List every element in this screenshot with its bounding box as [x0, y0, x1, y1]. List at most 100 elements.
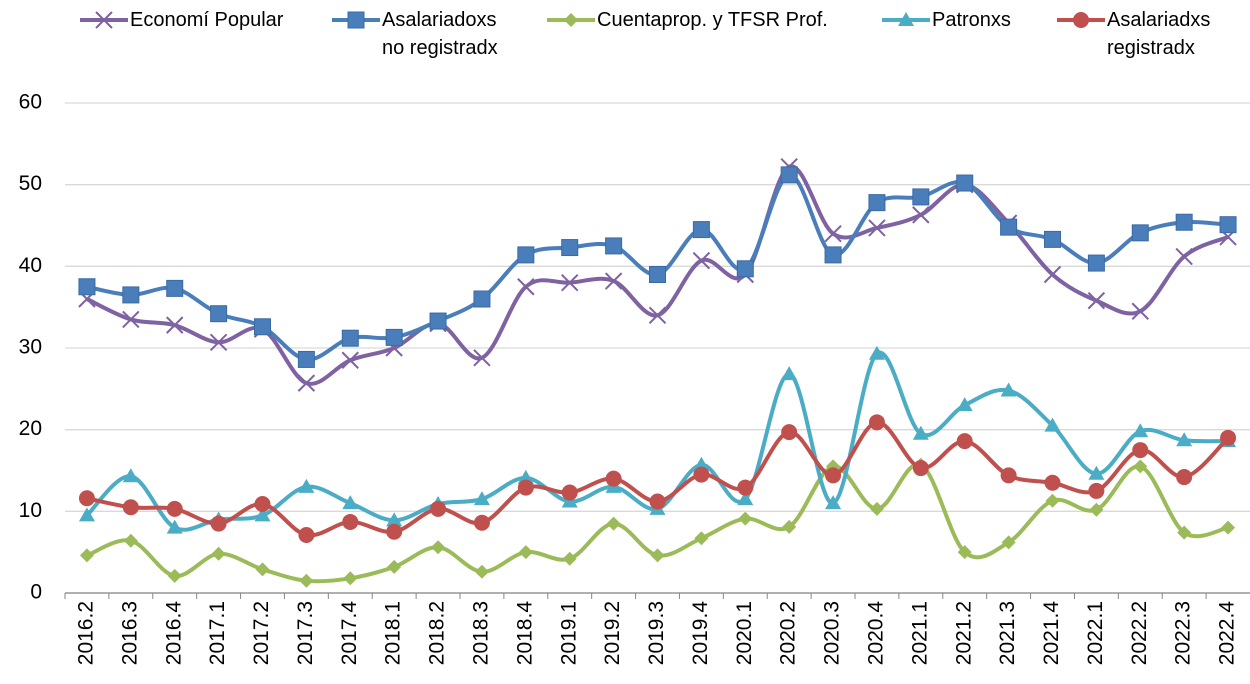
x-tick-label: 2017.2 [250, 601, 273, 665]
marker [1088, 482, 1105, 499]
x-tick-label: 2018.4 [513, 601, 536, 666]
marker [429, 312, 447, 330]
marker [342, 495, 359, 510]
marker [605, 237, 623, 255]
marker [649, 266, 666, 283]
legend-item: Asalariadxs registradx [1055, 6, 1247, 62]
x-tick-label: 2016.4 [162, 601, 185, 666]
marker [387, 559, 402, 574]
legend-label: Asalariadxs registradx [1107, 9, 1211, 59]
marker [561, 484, 578, 501]
x-tick-label: 2021.2 [952, 601, 975, 665]
marker [912, 425, 929, 440]
x-tick-label: 2016.3 [118, 601, 141, 665]
marker [957, 545, 972, 560]
marker [692, 221, 710, 239]
x-tick-label: 2022.4 [1216, 601, 1239, 666]
marker [693, 456, 710, 471]
marker [517, 246, 535, 264]
marker [210, 515, 227, 532]
marker [1133, 459, 1148, 474]
marker [824, 224, 842, 243]
marker [473, 349, 491, 367]
legend-label: Cuentaprop. y TFSR Prof. [597, 9, 828, 31]
marker [78, 507, 95, 522]
marker [254, 507, 271, 522]
marker [473, 290, 491, 308]
marker [737, 479, 754, 496]
x-tick-label: 2020.3 [821, 601, 844, 665]
legend-item: Asalariadoxs no registradx [330, 6, 522, 62]
marker [956, 397, 973, 412]
y-tick-label: 0 [30, 581, 42, 604]
marker [474, 564, 489, 579]
marker [956, 433, 973, 450]
marker [605, 470, 622, 487]
marker [298, 527, 315, 544]
x-tick-label: 2020.4 [864, 601, 887, 666]
marker [211, 546, 226, 561]
marker [1000, 467, 1017, 484]
marker [341, 329, 359, 347]
marker [782, 519, 797, 534]
marker [869, 501, 884, 516]
marker [912, 188, 930, 206]
marker [1175, 247, 1193, 266]
marker [564, 13, 578, 27]
x-tick-label: 2017.4 [338, 601, 361, 666]
marker [824, 246, 842, 264]
marker [166, 279, 184, 297]
marker [1175, 213, 1193, 231]
marker [604, 272, 623, 290]
marker [1132, 442, 1149, 459]
marker [210, 305, 228, 323]
x-tick-label: 2018.1 [382, 601, 405, 665]
marker [912, 460, 929, 477]
marker [1044, 417, 1061, 432]
legend-label: Patronxs [932, 9, 1011, 31]
marker [95, 11, 113, 29]
marker [166, 316, 184, 334]
x-tick-label: 2016.2 [74, 601, 97, 665]
marker [297, 374, 316, 392]
y-tick-label: 40 [19, 254, 42, 277]
marker [341, 351, 359, 369]
marker [868, 219, 886, 237]
marker [78, 490, 95, 507]
x-tick-label: 2019.4 [689, 601, 712, 666]
y-tick-label: 30 [19, 336, 42, 359]
marker [825, 467, 842, 484]
marker [473, 514, 490, 531]
marker [1088, 465, 1105, 480]
marker [1131, 224, 1149, 242]
marker [561, 273, 579, 292]
marker [1220, 429, 1237, 446]
marker [79, 548, 94, 563]
marker [78, 278, 96, 296]
legend-label: Economí Popular [130, 9, 284, 31]
marker [868, 194, 886, 212]
legend-swatch [882, 12, 930, 26]
marker [386, 523, 403, 540]
marker [431, 540, 446, 555]
marker [430, 500, 447, 517]
legend-swatch [80, 11, 128, 29]
marker [780, 166, 798, 184]
x-tick-label: 2022.3 [1172, 601, 1195, 665]
marker [209, 333, 228, 351]
legend-swatch [1057, 12, 1105, 28]
marker [1044, 230, 1061, 248]
x-tick-label: 2018.3 [469, 601, 492, 665]
marker [1177, 525, 1192, 540]
marker [254, 318, 271, 336]
marker [1176, 432, 1193, 447]
marker [1087, 254, 1105, 272]
marker [956, 174, 974, 192]
x-tick-label: 2021.1 [908, 601, 931, 665]
marker [736, 260, 754, 278]
marker [649, 493, 666, 510]
marker [606, 516, 621, 531]
marker [255, 562, 270, 577]
